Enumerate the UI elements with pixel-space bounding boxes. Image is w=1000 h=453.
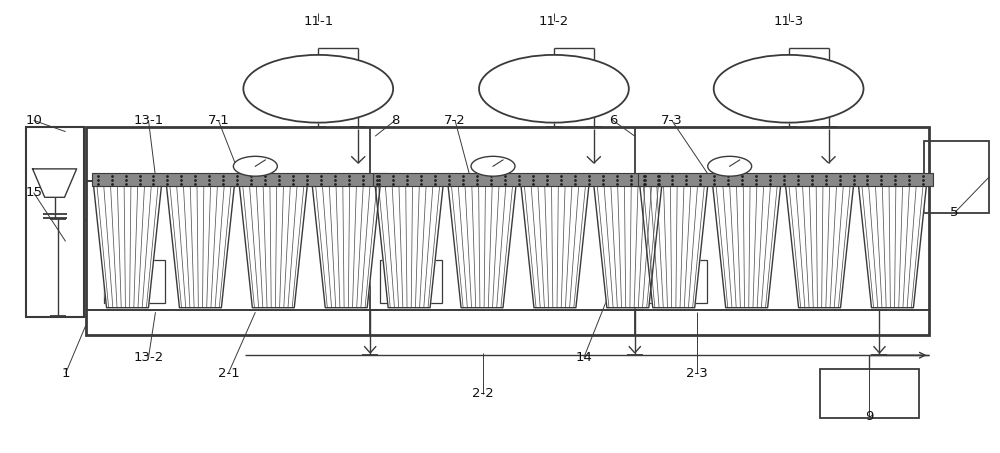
Text: 11-1: 11-1 — [303, 14, 333, 28]
Text: 2-1: 2-1 — [218, 367, 239, 380]
Bar — [373, 173, 669, 186]
Polygon shape — [448, 186, 516, 308]
Text: 2-2: 2-2 — [472, 387, 494, 400]
Polygon shape — [312, 186, 380, 308]
Text: 5: 5 — [950, 207, 959, 219]
Text: 6: 6 — [609, 114, 617, 127]
Circle shape — [479, 55, 629, 123]
Circle shape — [708, 156, 752, 176]
Polygon shape — [713, 186, 781, 308]
Polygon shape — [594, 186, 662, 308]
Circle shape — [243, 55, 393, 123]
Polygon shape — [786, 186, 854, 308]
Bar — [820, 369, 919, 419]
Bar — [638, 173, 933, 186]
Bar — [104, 260, 165, 303]
Text: 8: 8 — [391, 114, 399, 127]
Text: 13-2: 13-2 — [133, 351, 164, 364]
Polygon shape — [640, 186, 708, 308]
Text: 15: 15 — [25, 186, 42, 199]
Text: 10: 10 — [25, 114, 42, 127]
Bar — [86, 127, 929, 335]
Bar — [645, 260, 707, 303]
Polygon shape — [521, 186, 589, 308]
Text: 9: 9 — [865, 410, 874, 423]
Circle shape — [471, 156, 515, 176]
Bar — [924, 141, 989, 213]
Text: 14: 14 — [575, 351, 592, 364]
Text: 11-3: 11-3 — [773, 14, 804, 28]
Text: 2-3: 2-3 — [686, 367, 708, 380]
Bar — [92, 173, 387, 186]
Polygon shape — [239, 186, 307, 308]
Polygon shape — [859, 186, 926, 308]
Circle shape — [714, 55, 863, 123]
Bar — [26, 127, 84, 317]
Polygon shape — [94, 186, 161, 308]
Polygon shape — [375, 186, 443, 308]
Text: 13-1: 13-1 — [133, 114, 164, 127]
Bar — [380, 260, 442, 303]
Text: 1: 1 — [61, 367, 70, 380]
Text: 7-2: 7-2 — [444, 114, 466, 127]
Text: 11-2: 11-2 — [539, 14, 569, 28]
Polygon shape — [33, 169, 77, 198]
Circle shape — [233, 156, 277, 176]
Text: 7-3: 7-3 — [661, 114, 683, 127]
Polygon shape — [166, 186, 234, 308]
Text: 7-1: 7-1 — [208, 114, 229, 127]
